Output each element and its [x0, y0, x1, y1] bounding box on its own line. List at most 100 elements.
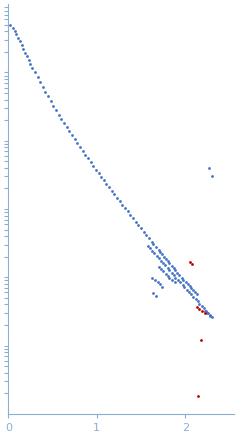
Point — [159, 266, 163, 273]
Point — [18, 38, 22, 45]
Point — [180, 274, 183, 281]
Point — [184, 278, 188, 285]
Point — [97, 170, 100, 177]
Point — [185, 286, 189, 293]
Point — [197, 393, 200, 400]
Point — [164, 270, 168, 277]
Point — [172, 272, 176, 279]
Point — [191, 293, 195, 300]
Point — [54, 107, 58, 114]
Point — [151, 240, 155, 247]
Point — [173, 278, 177, 285]
Point — [123, 205, 127, 212]
Point — [29, 60, 32, 67]
Point — [30, 64, 34, 71]
Point — [157, 255, 161, 262]
Point — [162, 253, 166, 260]
Point — [113, 191, 116, 198]
Point — [13, 28, 16, 35]
Point — [57, 111, 61, 118]
Point — [152, 250, 156, 257]
Point — [70, 132, 74, 139]
Point — [204, 307, 208, 314]
Point — [189, 285, 193, 292]
Point — [126, 208, 130, 215]
Point — [86, 155, 90, 162]
Point — [161, 260, 165, 267]
Point — [193, 289, 197, 296]
Point — [200, 302, 204, 309]
Point — [166, 272, 169, 279]
Point — [156, 278, 160, 285]
Point — [178, 278, 182, 285]
Point — [150, 238, 154, 245]
Point — [91, 163, 95, 170]
Point — [194, 295, 198, 302]
Point — [142, 228, 146, 235]
Point — [78, 143, 82, 150]
Point — [160, 251, 164, 258]
Point — [67, 128, 71, 135]
Point — [181, 281, 184, 288]
Point — [176, 277, 180, 284]
Point — [188, 259, 192, 266]
Point — [203, 308, 207, 315]
Point — [160, 283, 164, 290]
Point — [151, 290, 155, 297]
Point — [195, 291, 198, 298]
Point — [166, 265, 169, 272]
Point — [89, 159, 93, 166]
Point — [199, 336, 203, 343]
Point — [167, 274, 171, 281]
Point — [170, 277, 174, 284]
Point — [170, 263, 174, 270]
Point — [190, 261, 194, 268]
Point — [147, 235, 151, 242]
Point — [107, 184, 111, 191]
Point — [202, 305, 206, 312]
Point — [99, 173, 103, 180]
Point — [174, 267, 177, 274]
Point — [163, 262, 167, 269]
Point — [49, 97, 53, 104]
Point — [189, 291, 193, 298]
Point — [75, 140, 79, 147]
Point — [159, 248, 162, 255]
Point — [148, 245, 152, 252]
Point — [52, 102, 55, 109]
Point — [11, 24, 15, 31]
Point — [65, 124, 69, 131]
Point — [81, 147, 84, 154]
Point — [174, 274, 177, 281]
Point — [203, 309, 207, 316]
Point — [21, 45, 25, 52]
Point — [170, 270, 174, 277]
Point — [196, 298, 199, 305]
Point — [44, 88, 47, 95]
Point — [146, 242, 150, 249]
Point — [154, 243, 158, 250]
Point — [25, 53, 29, 60]
Point — [182, 276, 185, 283]
Point — [60, 115, 63, 122]
Point — [166, 258, 169, 265]
Point — [177, 271, 181, 278]
Point — [120, 201, 124, 208]
Point — [151, 247, 154, 254]
Point — [207, 164, 211, 171]
Point — [102, 177, 106, 184]
Point — [8, 21, 12, 28]
Point — [110, 187, 114, 194]
Point — [186, 281, 190, 288]
Point — [188, 283, 192, 290]
Point — [208, 312, 212, 319]
Point — [187, 288, 191, 295]
Point — [23, 49, 27, 56]
Point — [191, 287, 195, 294]
Point — [175, 269, 179, 276]
Point — [134, 218, 138, 225]
Point — [33, 69, 37, 76]
Point — [136, 222, 140, 229]
Point — [73, 136, 77, 143]
Point — [83, 151, 87, 158]
